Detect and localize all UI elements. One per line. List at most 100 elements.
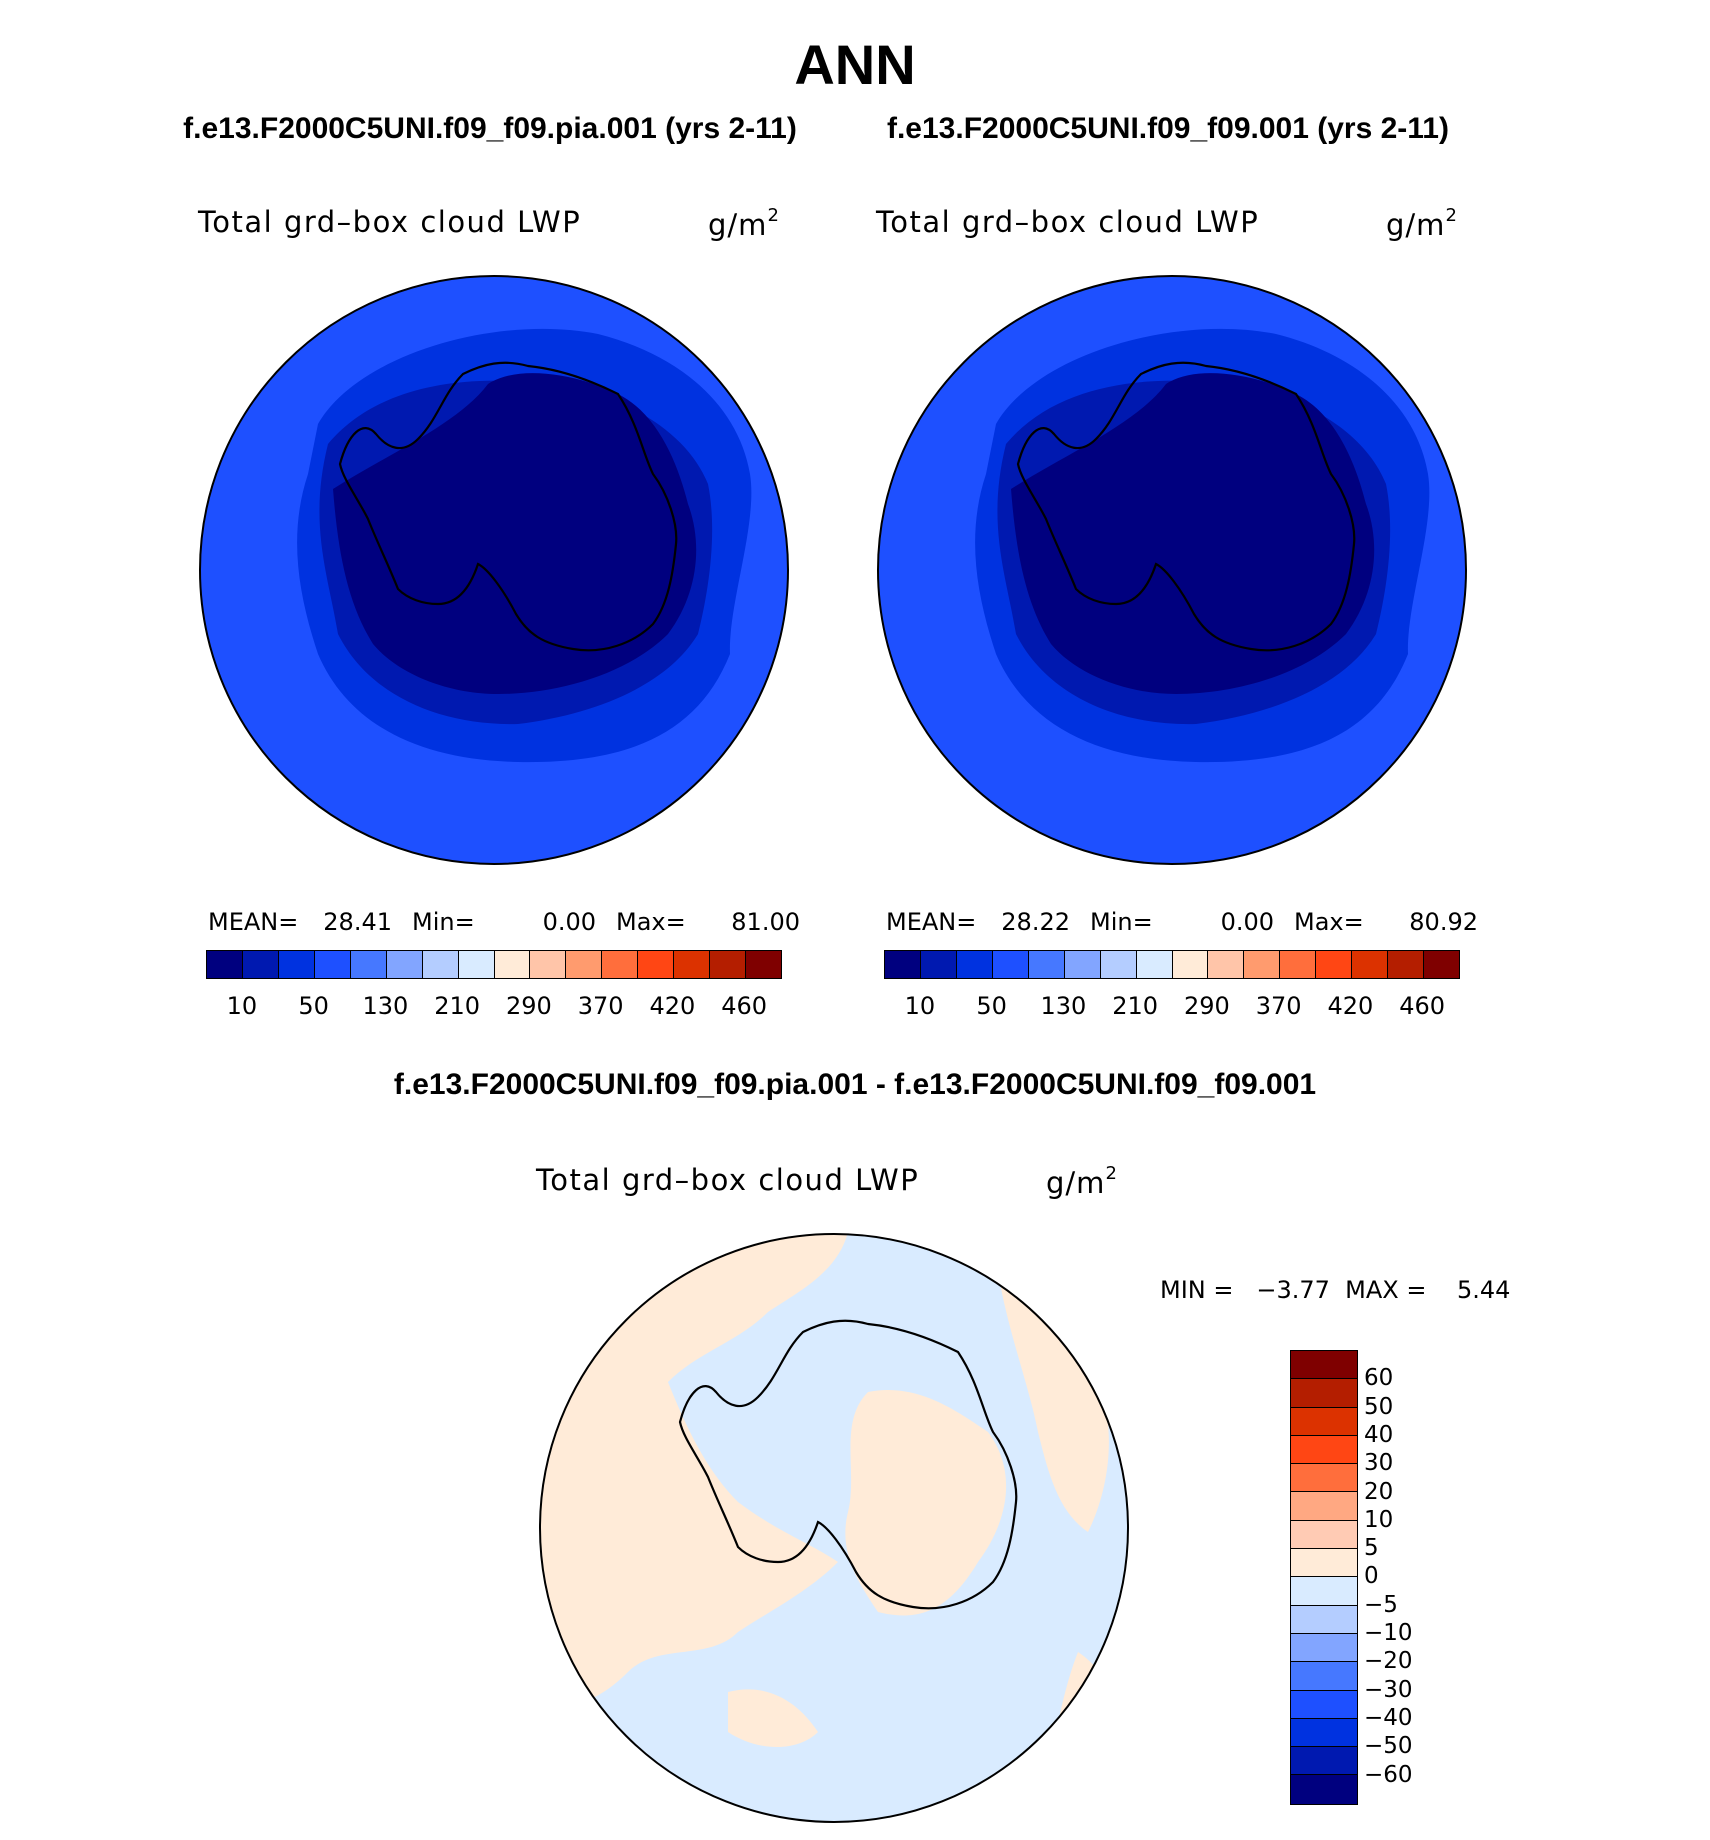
colorbar-tick-label: 10 xyxy=(904,992,936,1020)
colorbar-tick-label: −30 xyxy=(1364,1676,1413,1703)
panel2-case-title: f.e13.F2000C5UNI.f09_f09.001 (yrs 2-11) xyxy=(886,112,1449,145)
difference-minmax: MIN = −3.77 MAX = 5.44 xyxy=(1160,1276,1511,1304)
positive-patch-1 xyxy=(845,1390,1007,1616)
colorbar-swatch xyxy=(530,951,567,978)
colorbar-tick-label: 50 xyxy=(298,992,329,1020)
difference-title: f.e13.F2000C5UNI.f09_f09.pia.001 - f.e13… xyxy=(393,1068,1317,1101)
colorbar-swatch xyxy=(710,951,747,978)
map-boundary xyxy=(199,275,789,865)
colorbar-swatch xyxy=(1244,951,1281,978)
colorbar-swatch xyxy=(1291,1407,1357,1436)
colorbar-tick-label: 10 xyxy=(226,992,258,1020)
panel2-polar-map xyxy=(877,275,1467,865)
colorbar-swatch xyxy=(674,951,711,978)
colorbar-tick-label: 30 xyxy=(1364,1450,1394,1477)
min-label: Min= xyxy=(1090,908,1153,936)
core xyxy=(333,373,697,694)
positive-region xyxy=(540,1234,848,1706)
colorbar-swatch xyxy=(1424,951,1459,978)
colorbar-swatch xyxy=(1028,951,1065,978)
colorbar-swatch xyxy=(746,951,781,978)
colorbar-swatch xyxy=(494,951,531,978)
colorbar-tick-label: 20 xyxy=(1364,1478,1394,1505)
colorbar-swatch xyxy=(920,951,957,978)
colorbar-tick-label: 10 xyxy=(1364,1506,1394,1533)
colorbar-tick-label: 40 xyxy=(1364,1421,1394,1448)
max-value: 80.92 xyxy=(1409,908,1478,936)
colorbar-swatch xyxy=(566,951,603,978)
panel1-colorbar-ticks: 10 50 130 210 290 370 420 460 xyxy=(206,992,780,1022)
antarctica-coastline xyxy=(1016,361,1356,652)
difference-variable-label: Total grd–box cloud LWP xyxy=(536,1163,920,1197)
min-value: 0.00 xyxy=(542,908,596,936)
colorbar-swatch xyxy=(1291,1605,1357,1634)
colorbar-swatch xyxy=(278,951,315,978)
min-label: Min= xyxy=(412,908,475,936)
colorbar-swatch xyxy=(1291,1662,1357,1691)
antarctica-coastline xyxy=(338,361,678,652)
map-boundary xyxy=(877,275,1467,865)
colorbar-tick-label: 460 xyxy=(1399,992,1446,1020)
colorbar-swatch xyxy=(1388,951,1425,978)
colorbar-tick-label: 420 xyxy=(649,992,696,1020)
mean-label: MEAN= xyxy=(208,908,299,936)
colorbar-swatch xyxy=(1172,951,1209,978)
difference-units: g/m2 xyxy=(1046,1163,1118,1200)
colorbar-tick-label: −40 xyxy=(1364,1704,1413,1731)
difference-colorbar xyxy=(1290,1350,1358,1805)
colorbar-swatch xyxy=(386,951,423,978)
colorbar-swatch xyxy=(1291,1492,1357,1521)
colorbar-swatch xyxy=(885,951,921,978)
colorbar-swatch xyxy=(1291,1775,1357,1804)
colorbar-tick-label: 290 xyxy=(1183,992,1230,1020)
colorbar-tick-label: −10 xyxy=(1364,1620,1413,1646)
colorbar-swatch xyxy=(1291,1577,1357,1606)
colorbar-swatch xyxy=(1291,1747,1357,1776)
panel2-variable-label: Total grd–box cloud LWP xyxy=(876,205,1260,239)
antarctica-coastline xyxy=(678,1319,1018,1610)
core xyxy=(1011,373,1375,694)
colorbar-tick-label: −50 xyxy=(1364,1733,1413,1760)
colorbar-swatch xyxy=(1352,951,1389,978)
difference-polar-map xyxy=(539,1233,1129,1823)
colorbar-swatch xyxy=(1208,951,1245,978)
min-value: 0.00 xyxy=(1220,908,1274,936)
panel1-case-title: f.e13.F2000C5UNI.f09_f09.pia.001 (yrs 2-… xyxy=(183,112,797,145)
colorbar-tick-label: 130 xyxy=(362,992,409,1020)
colorbar-tick-label: −60 xyxy=(1364,1761,1413,1788)
colorbar-swatch xyxy=(458,951,495,978)
panel2-stats: MEAN= 28.22 Min= 0.00 Max= 80.92 xyxy=(886,908,1478,936)
max-label: Max= xyxy=(616,908,686,936)
max-value: 81.00 xyxy=(731,908,800,936)
colorbar-swatch xyxy=(956,951,993,978)
panel1-polar-map xyxy=(199,275,789,865)
colorbar-tick-label: 60 xyxy=(1364,1365,1394,1392)
colorbar-swatch xyxy=(638,951,675,978)
positive-patch-2 xyxy=(998,1272,1109,1532)
colorbar-swatch xyxy=(350,951,387,978)
colorbar-swatch xyxy=(1291,1633,1357,1663)
colorbar-tick-label: 50 xyxy=(976,992,1007,1020)
colorbar-swatch xyxy=(1316,951,1353,978)
colorbar-swatch xyxy=(1136,951,1173,978)
colorbar-swatch xyxy=(1291,1351,1357,1380)
mean-value: 28.22 xyxy=(1001,908,1070,936)
colorbar-swatch xyxy=(422,951,459,978)
colorbar-tick-label: 50 xyxy=(1364,1393,1394,1420)
colorbar-swatch xyxy=(1291,1718,1357,1748)
colorbar-tick-label: 460 xyxy=(721,992,768,1020)
colorbar-swatch xyxy=(242,951,279,978)
small-island xyxy=(890,390,916,424)
panel1-colorbar xyxy=(206,950,782,979)
colorbar-swatch xyxy=(1291,1435,1357,1465)
colorbar-swatch xyxy=(1291,1520,1357,1550)
colorbar-tick-label: 370 xyxy=(577,992,624,1020)
colorbar-swatch xyxy=(1291,1464,1357,1493)
colorbar-swatch xyxy=(1280,951,1317,978)
colorbar-swatch xyxy=(1064,951,1101,978)
colorbar-swatch xyxy=(1291,1379,1357,1408)
colorbar-tick-label: 210 xyxy=(1112,992,1159,1020)
colorbar-swatch xyxy=(207,951,243,978)
mean-value: 28.41 xyxy=(323,908,392,936)
colorbar-tick-label: 0 xyxy=(1364,1563,1379,1590)
